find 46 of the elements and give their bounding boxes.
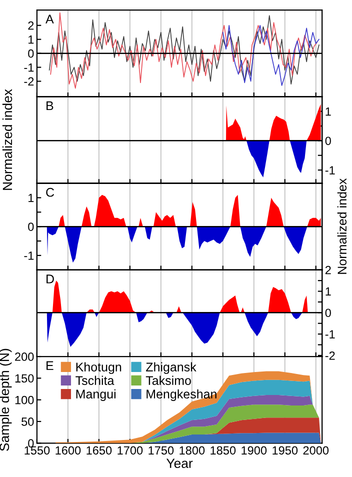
x-axis-title: Year [166,458,193,468]
legend-label: Tschita [76,376,114,385]
x-tick-label: 1950 [272,446,298,455]
y-tick-label: 0 [28,439,34,448]
y2-tick-label: 1 [326,287,331,296]
x-tick-label: 1800 [180,446,205,455]
legend-label: Mengkeshan [146,389,216,401]
annotation: D [46,274,54,284]
y2-tick-label: -2 [325,351,335,360]
y-tick-label: 0 [28,222,34,231]
x-tick-label: 1600 [56,446,81,455]
y-tick-label: 2 [28,21,34,30]
y-tick-label: -2 [24,77,34,86]
y2-tick-label: -1 [325,330,335,338]
x-tick-label: 2000 [303,446,329,455]
legend-label: Khotugn [76,362,122,374]
y2-tick-label: 2 [325,266,331,274]
y-tick-label: 100 [15,396,34,404]
x-tick-label: 1650 [86,446,112,455]
y2-axis-title: Normalized index [337,178,347,274]
y-tick-label: 1 [28,194,34,202]
y2-tick-label: 0 [325,136,331,146]
annotation: E [46,361,54,370]
x-tick-label: 1900 [242,446,267,455]
y-tick-label: -1 [24,252,34,260]
y2-tick-label: -1 [325,166,335,174]
legend-label: Zhigansk [146,362,196,374]
legend-label: Mangui [76,389,116,401]
x-tick-label: 1750 [148,446,174,455]
y-tick-label: 50 [22,418,34,426]
x-tick-label: 1700 [118,446,143,455]
y-tick-label: 0 [28,49,34,58]
y-tick-label: -1 [24,63,34,72]
annotation: B [46,101,54,110]
y-tick-label: 200 [15,352,34,361]
x-tick-label: 1850 [210,446,236,455]
annotation: C [46,188,54,197]
y-axis-title: Normalized index [2,89,12,190]
y-tick-label: 150 [15,374,34,383]
y-tick-label: 1 [28,36,34,44]
annotation: A [46,14,54,24]
y2-tick-label: 1 [326,107,331,116]
line-series [222,24,320,86]
x-tick-label: 1550 [24,446,50,455]
legend-label: Taksimo [146,376,191,385]
y2-tick-label: 0 [325,308,331,318]
